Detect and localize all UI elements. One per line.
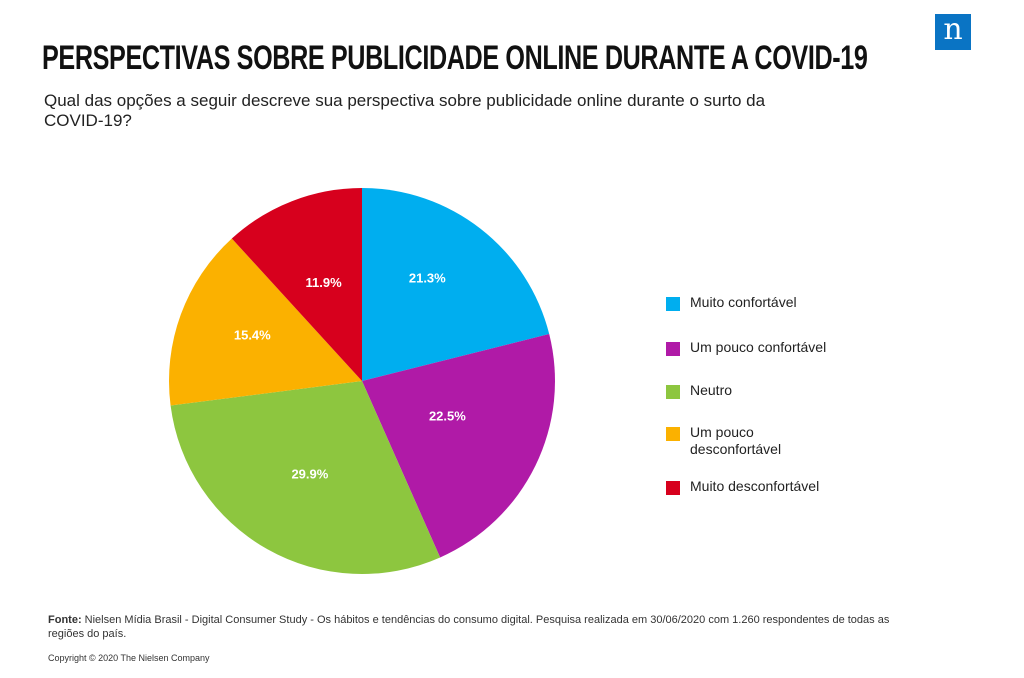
- legend-swatch: [666, 385, 680, 399]
- legend-swatch: [666, 297, 680, 311]
- legend-swatch: [666, 427, 680, 441]
- legend-swatch: [666, 481, 680, 495]
- source-note: Fonte: Nielsen Mídia Brasil - Digital Co…: [48, 613, 928, 641]
- slice-value-label: 22.5%: [429, 409, 466, 424]
- legend-label: Muito desconfortável: [690, 478, 820, 494]
- slice-value-label: 11.9%: [306, 275, 343, 290]
- legend-label: Muito confortável: [690, 294, 797, 310]
- slice-value-label: 21.3%: [409, 270, 446, 285]
- legend-item-muito-desconfortavel: Muito desconfortável: [666, 478, 819, 495]
- legend-item-um-pouco-confortavel: Um pouco confortável: [666, 339, 826, 356]
- legend-label: Um pouco confortável: [690, 339, 827, 355]
- legend-item-neutro: Neutro: [666, 382, 732, 399]
- pie-slice-um-pouco-desconfortavel: [169, 238, 362, 406]
- legend-item-muito-confortavel: Muito confortável: [666, 294, 797, 311]
- legend-label: Neutro: [690, 382, 733, 398]
- pie-slice-muito-confortavel: [362, 188, 550, 381]
- legend-swatch: [666, 342, 680, 356]
- pie-slice-muito-desconfortavel: [231, 188, 362, 381]
- slice-value-label: 29.9%: [291, 467, 328, 482]
- source-text: Nielsen Mídia Brasil - Digital Consumer …: [48, 614, 890, 640]
- nielsen-logo: n: [935, 14, 971, 50]
- copyright: Copyright © 2020 The Nielsen Company: [48, 653, 210, 663]
- pie-slice-um-pouco-confortavel: [362, 334, 555, 558]
- legend-label: Um pouco desconfortável: [690, 424, 782, 457]
- chart-subtitle: Qual das opções a seguir descreve sua pe…: [44, 91, 766, 130]
- slice-value-label: 15.4%: [234, 328, 271, 343]
- pie-slice-neutro: [170, 381, 441, 575]
- legend-item-um-pouco-desconfortavel: Um pouco desconfortável: [666, 424, 800, 458]
- chart-title: PERSPECTIVAS SOBRE PUBLICIDADE ONLINE DU…: [42, 39, 868, 77]
- source-label: Fonte:: [48, 614, 82, 626]
